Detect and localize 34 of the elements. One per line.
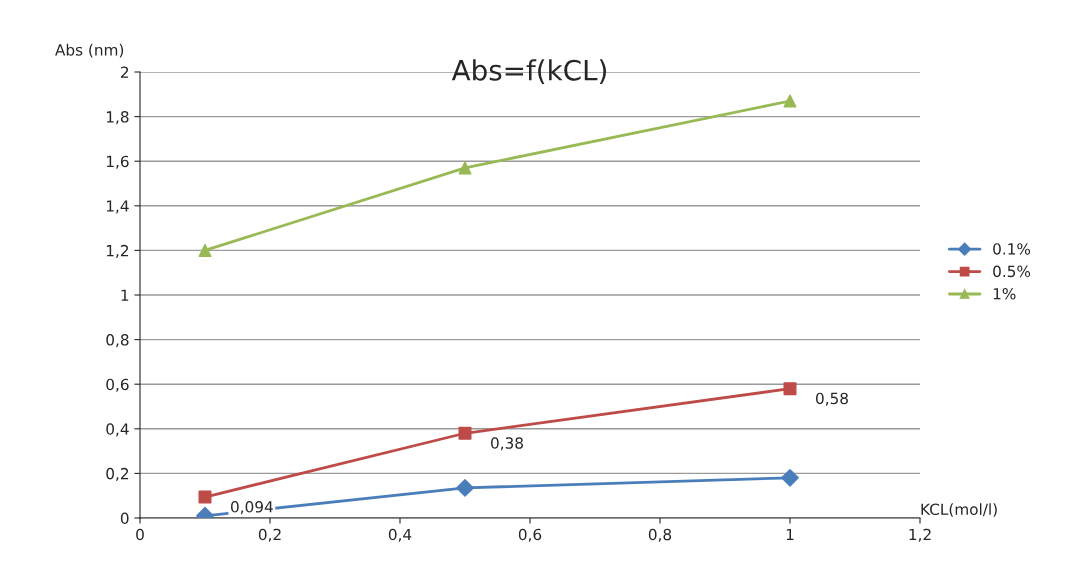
legend-label: 0.5% <box>993 265 1031 278</box>
point <box>198 490 212 504</box>
x-tick-label: 0 <box>136 528 144 541</box>
y-tick-label: 1 <box>121 289 129 301</box>
chart-title: Abs=f(kCL) <box>451 59 607 84</box>
point <box>781 468 799 487</box>
point <box>783 382 797 396</box>
point <box>458 426 472 440</box>
x-tick-label: 1,2 <box>909 528 931 542</box>
data-label: 0,094 <box>231 501 273 515</box>
y-axis-title: Abs (nm) <box>55 43 124 58</box>
x-tick-label: 0,2 <box>258 528 281 542</box>
data-label: 0,38 <box>491 437 523 451</box>
y-tick-label: 0 <box>120 512 129 525</box>
y-tick-label: 0,6 <box>106 378 129 392</box>
data-label: 0,58 <box>816 392 848 406</box>
x-tick-label: 1 <box>786 528 794 541</box>
point <box>458 161 472 175</box>
x-tick-label: 0,8 <box>648 528 672 542</box>
y-tick-label: 2 <box>120 66 129 78</box>
x-axis-title: KCL(mol/l) <box>921 503 997 517</box>
y-tick-label: 0,4 <box>106 423 129 437</box>
y-tick-label: 1,4 <box>106 200 129 214</box>
x-tick-label: 0,4 <box>388 528 412 542</box>
point <box>456 478 474 497</box>
legend-label: 1% <box>993 288 1016 300</box>
x-tick-label: 0,6 <box>518 528 542 542</box>
y-tick-label: 0,8 <box>106 334 129 348</box>
y-tick-label: 0,2 <box>106 467 129 481</box>
y-tick-label: 1,6 <box>106 155 129 169</box>
y-tick-label: 1,8 <box>106 111 129 125</box>
y-tick-label: 1,2 <box>106 244 129 258</box>
point <box>198 243 212 257</box>
legend-label: 0.1% <box>993 243 1031 255</box>
